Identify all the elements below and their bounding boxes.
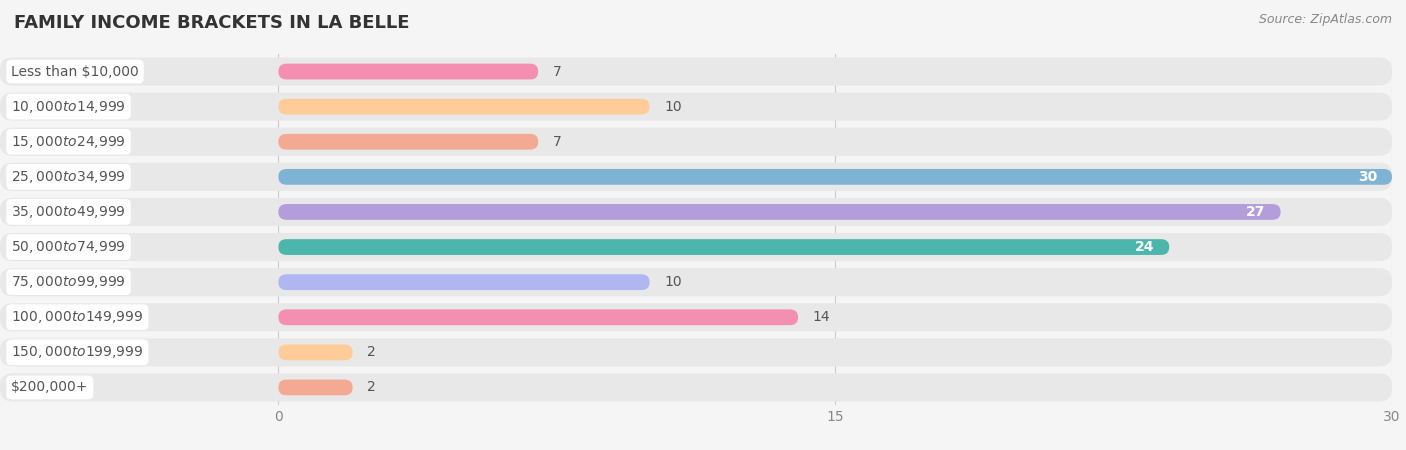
Text: 2: 2 xyxy=(367,380,377,395)
FancyBboxPatch shape xyxy=(278,344,353,360)
Text: $200,000+: $200,000+ xyxy=(11,380,89,395)
FancyBboxPatch shape xyxy=(0,93,1392,121)
FancyBboxPatch shape xyxy=(0,58,1392,86)
Text: 7: 7 xyxy=(553,135,562,149)
FancyBboxPatch shape xyxy=(0,128,1392,156)
Text: 30: 30 xyxy=(1358,170,1376,184)
FancyBboxPatch shape xyxy=(0,163,1392,191)
Text: 27: 27 xyxy=(1246,205,1265,219)
FancyBboxPatch shape xyxy=(278,379,353,396)
FancyBboxPatch shape xyxy=(278,99,650,115)
Text: Source: ZipAtlas.com: Source: ZipAtlas.com xyxy=(1258,14,1392,27)
Text: 24: 24 xyxy=(1135,240,1154,254)
Text: $10,000 to $14,999: $10,000 to $14,999 xyxy=(11,99,127,115)
FancyBboxPatch shape xyxy=(0,233,1392,261)
Text: $75,000 to $99,999: $75,000 to $99,999 xyxy=(11,274,127,290)
FancyBboxPatch shape xyxy=(278,274,650,290)
Text: $100,000 to $149,999: $100,000 to $149,999 xyxy=(11,309,143,325)
FancyBboxPatch shape xyxy=(278,134,538,150)
Text: 14: 14 xyxy=(813,310,831,324)
Text: $25,000 to $34,999: $25,000 to $34,999 xyxy=(11,169,127,185)
FancyBboxPatch shape xyxy=(0,198,1392,226)
FancyBboxPatch shape xyxy=(0,374,1392,401)
FancyBboxPatch shape xyxy=(0,303,1392,331)
Text: 7: 7 xyxy=(553,64,562,79)
FancyBboxPatch shape xyxy=(278,204,1281,220)
Text: 2: 2 xyxy=(367,345,377,360)
Text: Less than $10,000: Less than $10,000 xyxy=(11,64,139,79)
Text: 10: 10 xyxy=(665,275,682,289)
FancyBboxPatch shape xyxy=(278,309,799,325)
FancyBboxPatch shape xyxy=(278,63,538,80)
Text: $15,000 to $24,999: $15,000 to $24,999 xyxy=(11,134,127,150)
FancyBboxPatch shape xyxy=(0,268,1392,296)
Text: FAMILY INCOME BRACKETS IN LA BELLE: FAMILY INCOME BRACKETS IN LA BELLE xyxy=(14,14,409,32)
FancyBboxPatch shape xyxy=(0,338,1392,366)
Text: $35,000 to $49,999: $35,000 to $49,999 xyxy=(11,204,127,220)
Text: $50,000 to $74,999: $50,000 to $74,999 xyxy=(11,239,127,255)
FancyBboxPatch shape xyxy=(278,239,1170,255)
Text: $150,000 to $199,999: $150,000 to $199,999 xyxy=(11,344,143,360)
Text: 10: 10 xyxy=(665,99,682,114)
FancyBboxPatch shape xyxy=(278,169,1392,185)
